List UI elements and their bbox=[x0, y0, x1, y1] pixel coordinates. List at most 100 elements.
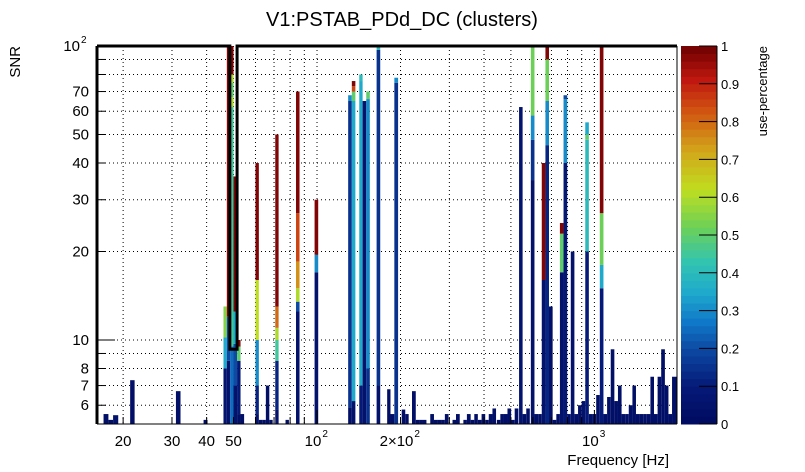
colorbar-tick-label: 0.3 bbox=[721, 304, 739, 319]
bar-segment bbox=[237, 340, 241, 347]
colorbar-tick-label: 0.8 bbox=[721, 115, 739, 130]
bar-segment bbox=[296, 91, 300, 214]
y-tick-text: 10 bbox=[63, 38, 80, 55]
bar-segment bbox=[237, 346, 241, 361]
bar-segment bbox=[549, 306, 553, 424]
bar-segment bbox=[233, 385, 238, 424]
colorbar-band bbox=[681, 61, 717, 70]
bar-segment bbox=[275, 327, 279, 341]
colorbar-band bbox=[681, 144, 717, 153]
bar-segment bbox=[588, 414, 593, 424]
bar-segment bbox=[376, 49, 381, 386]
y-tick-text: 20 bbox=[72, 244, 89, 261]
bar-segment bbox=[559, 223, 564, 234]
bar-segment bbox=[661, 349, 665, 424]
highlight-box bbox=[97, 44, 677, 351]
x-tick-label: 20 bbox=[115, 433, 132, 450]
colorbar-band bbox=[681, 280, 717, 289]
bar-segment bbox=[530, 180, 535, 424]
bar-segment bbox=[296, 311, 300, 424]
bar-segment bbox=[563, 163, 568, 424]
bar-segment bbox=[444, 414, 449, 424]
bar-segment bbox=[376, 46, 381, 50]
colorbar-band bbox=[681, 393, 717, 402]
bar-segment bbox=[351, 86, 356, 92]
bar-segment bbox=[474, 414, 478, 424]
bar-segment bbox=[500, 414, 504, 424]
bar-segment bbox=[530, 115, 535, 140]
bar-segment bbox=[390, 414, 395, 424]
bar-segment bbox=[559, 272, 564, 424]
colorbar-band bbox=[681, 318, 717, 327]
bar-segment bbox=[275, 134, 279, 307]
bar-segment bbox=[103, 414, 109, 424]
bar-segment bbox=[405, 414, 409, 424]
colorbar-band bbox=[681, 310, 717, 319]
bar-segment bbox=[359, 81, 363, 386]
bar-segment bbox=[470, 419, 475, 424]
bar-segment bbox=[419, 419, 423, 424]
bar-segment bbox=[632, 385, 636, 424]
colorbar-band bbox=[681, 272, 717, 281]
bar-segment bbox=[578, 405, 582, 424]
bar-segment bbox=[621, 414, 626, 424]
bar-segment bbox=[113, 415, 119, 424]
bar-segment bbox=[394, 77, 399, 83]
colorbar-band bbox=[681, 98, 717, 107]
chart-title: V1:PSTAB_PDd_DC (clusters) bbox=[266, 9, 538, 31]
colorbar-band bbox=[681, 76, 717, 85]
bar-segment bbox=[574, 414, 579, 424]
bar-segment bbox=[314, 272, 319, 424]
bar-segment bbox=[230, 82, 234, 98]
bar-segment bbox=[351, 101, 356, 402]
y-tick-label: 10 bbox=[72, 332, 89, 349]
bar-segment bbox=[275, 360, 279, 410]
colorbar-band bbox=[681, 333, 717, 342]
y-tick-label: 20 bbox=[72, 244, 89, 261]
bar-segment bbox=[441, 419, 445, 424]
colorbar-band bbox=[681, 348, 717, 357]
bar-segment bbox=[585, 134, 589, 140]
bar-segment bbox=[538, 414, 542, 424]
bar-segment bbox=[296, 261, 300, 289]
bar-segment bbox=[614, 401, 618, 424]
colorbar-band bbox=[681, 136, 717, 145]
bar-segment bbox=[275, 340, 279, 361]
bar-segment bbox=[552, 419, 557, 424]
bar-segment bbox=[534, 414, 539, 424]
colorbar-band bbox=[681, 325, 717, 334]
y-tick-label: 8 bbox=[81, 361, 89, 378]
colorbar-band bbox=[681, 91, 717, 100]
x-tick-text: 50 bbox=[225, 433, 242, 450]
highlight-outline bbox=[97, 44, 677, 351]
bar-segment bbox=[255, 163, 259, 280]
bar-segment bbox=[348, 101, 352, 408]
bar-segment bbox=[130, 380, 135, 424]
bar-segment bbox=[530, 46, 535, 116]
colorbar-band bbox=[681, 197, 717, 206]
bar-segment bbox=[603, 414, 608, 424]
bar-segment bbox=[488, 414, 493, 424]
bar-segment bbox=[514, 408, 519, 424]
bar-segment bbox=[430, 414, 434, 424]
bar-segment bbox=[545, 101, 549, 146]
bar-segment bbox=[362, 101, 367, 424]
bar-segment bbox=[625, 414, 629, 424]
bar-segment bbox=[223, 337, 227, 369]
y-tick-text: 60 bbox=[72, 103, 89, 120]
y-tick-text: 50 bbox=[72, 127, 89, 144]
colorbar-band bbox=[681, 189, 717, 198]
bar-segment bbox=[401, 409, 406, 424]
bar-segment bbox=[412, 391, 416, 424]
x-tick-text: 10 bbox=[305, 433, 322, 450]
colorbar-band bbox=[681, 212, 717, 221]
colorbar-tick-label: 0.4 bbox=[721, 266, 739, 281]
colorbar-band bbox=[681, 46, 717, 55]
bar-segment bbox=[668, 414, 673, 424]
bar-segment bbox=[639, 414, 644, 424]
x-axis-label: Frequency [Hz] bbox=[567, 452, 669, 469]
bar-segment bbox=[556, 414, 560, 424]
y-tick-text: 70 bbox=[72, 84, 89, 101]
bar-segment bbox=[522, 414, 527, 424]
